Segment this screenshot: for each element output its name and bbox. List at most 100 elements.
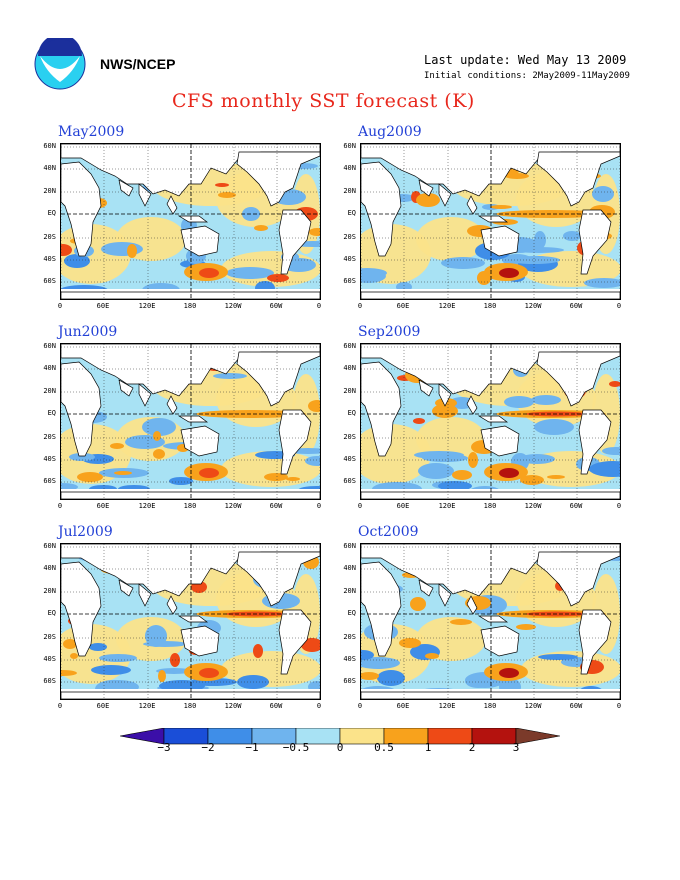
longitude-label: 60W xyxy=(269,302,283,310)
colorbar-tick-label: −2 xyxy=(201,741,215,754)
sst-anomaly-map xyxy=(360,143,621,300)
longitude-label: 120E xyxy=(438,702,456,710)
longitude-label: 60E xyxy=(396,302,410,310)
latitude-label: 20S xyxy=(43,233,56,241)
colorbar-tick-label: −0.5 xyxy=(282,741,310,754)
longitude-label: 120E xyxy=(138,302,156,310)
colorbar-tick-label: −1 xyxy=(245,741,259,754)
latitude-label: 20N xyxy=(343,187,356,195)
colorbar-tick-label: 1 xyxy=(424,741,432,754)
latitude-label: 20S xyxy=(43,633,56,641)
latitude-label: 40N xyxy=(43,164,56,172)
longitude-label: 0 xyxy=(357,502,363,510)
latitude-label: 60N xyxy=(43,542,56,550)
forecast-panel: May2009 60N 40N 20N EQ 20S 40S 60S 0 60E 120E 180 12… xyxy=(43,124,360,333)
longitude-label: 180 xyxy=(183,502,197,510)
latitude-label: 60N xyxy=(343,142,356,150)
colorbar-tick-label: −3 xyxy=(157,741,171,754)
initial-conditions: Initial conditions: 2May2009-11May2009 xyxy=(424,71,630,81)
panel-month-label: Jul2009 xyxy=(58,524,113,540)
latitude-label: EQ xyxy=(47,609,56,617)
panel-month-label: Oct2009 xyxy=(358,524,419,540)
forecast-panel: Oct2009 60N 40N 20N EQ 20S 40S 60S 0 60E 120E 180 12… xyxy=(343,524,660,733)
longitude-label: 60E xyxy=(396,502,410,510)
longitude-label: 180 xyxy=(183,702,197,710)
longitude-label: 120W xyxy=(524,502,542,510)
latitude-label: 60S xyxy=(43,677,56,685)
latitude-label: 60S xyxy=(43,477,56,485)
latitude-label: 40S xyxy=(343,255,356,263)
panel-month-label: Jun2009 xyxy=(58,324,118,340)
latitude-label: 60N xyxy=(43,142,56,150)
latitude-label: 20S xyxy=(343,433,356,441)
longitude-label: 0 xyxy=(57,302,63,310)
sst-anomaly-map xyxy=(60,343,321,500)
longitude-label: 60W xyxy=(269,502,283,510)
latitude-label: EQ xyxy=(47,209,56,217)
latitude-label: 20N xyxy=(343,587,356,595)
longitude-label: 0 xyxy=(357,702,363,710)
colorbar-tick-label: 3 xyxy=(512,741,520,754)
forecast-panel: Jul2009 60N 40N 20N EQ 20S 40S 60S 0 60E 120E 180 12… xyxy=(43,524,360,733)
latitude-label: 20N xyxy=(43,587,56,595)
longitude-label: 180 xyxy=(183,302,197,310)
longitude-label: 60E xyxy=(96,502,110,510)
panel-month-label: Aug2009 xyxy=(358,124,422,140)
latitude-label: 20S xyxy=(343,633,356,641)
latitude-label: EQ xyxy=(347,209,356,217)
agency-name: NWS/NCEP xyxy=(100,56,176,72)
longitude-label: 0 xyxy=(57,702,63,710)
longitude-label: 0 xyxy=(57,502,63,510)
longitude-label: 180 xyxy=(483,302,497,310)
colorbar xyxy=(120,728,560,745)
latitude-label: 40N xyxy=(343,564,356,572)
latitude-label: EQ xyxy=(47,409,56,417)
longitude-label: 60W xyxy=(569,302,583,310)
latitude-label: 60N xyxy=(343,542,356,550)
longitude-label: 120W xyxy=(224,702,242,710)
longitude-label: 0 xyxy=(316,302,322,310)
longitude-label: 60E xyxy=(96,302,110,310)
sst-anomaly-map xyxy=(60,543,321,700)
latitude-label: 40S xyxy=(343,455,356,463)
panel-month-label: May2009 xyxy=(58,124,125,140)
longitude-label: 180 xyxy=(483,502,497,510)
colorbar-tick-label: 0 xyxy=(336,741,344,754)
colorbar-segment xyxy=(515,728,560,745)
longitude-label: 0 xyxy=(616,302,622,310)
longitude-label: 120E xyxy=(138,502,156,510)
colorbar-segment xyxy=(427,728,473,745)
latitude-label: 40N xyxy=(43,564,56,572)
longitude-label: 120W xyxy=(524,702,542,710)
longitude-label: 120W xyxy=(524,302,542,310)
latitude-label: 40N xyxy=(343,164,356,172)
sst-anomaly-map xyxy=(60,143,321,300)
panel-month-label: Sep2009 xyxy=(358,324,421,340)
colorbar-segment xyxy=(471,728,517,745)
latitude-label: 60S xyxy=(343,477,356,485)
colorbar-tick-label: 0.5 xyxy=(374,741,394,754)
longitude-label: 60W xyxy=(569,702,583,710)
latitude-label: 40N xyxy=(43,364,56,372)
longitude-label: 120E xyxy=(438,302,456,310)
latitude-label: EQ xyxy=(347,609,356,617)
noaa-logo-icon xyxy=(34,34,86,90)
longitude-label: 60W xyxy=(569,502,583,510)
latitude-label: 20N xyxy=(343,387,356,395)
latitude-label: 20N xyxy=(43,387,56,395)
latitude-label: 40S xyxy=(343,655,356,663)
longitude-label: 180 xyxy=(483,702,497,710)
colorbar-tick-label: 2 xyxy=(468,741,476,754)
longitude-label: 0 xyxy=(316,702,322,710)
latitude-label: 40S xyxy=(43,255,56,263)
latitude-label: 60N xyxy=(43,342,56,350)
sst-anomaly-map xyxy=(360,343,621,500)
longitude-label: 0 xyxy=(316,502,322,510)
longitude-label: 60E xyxy=(96,702,110,710)
latitude-label: 20N xyxy=(43,187,56,195)
forecast-panel: Jun2009 60N 40N 20N EQ 20S 40S 60S 0 60E 120E 180 12… xyxy=(43,324,360,533)
latitude-label: 60S xyxy=(343,277,356,285)
longitude-label: 60E xyxy=(396,702,410,710)
longitude-label: 60W xyxy=(269,702,283,710)
longitude-label: 120W xyxy=(224,302,242,310)
